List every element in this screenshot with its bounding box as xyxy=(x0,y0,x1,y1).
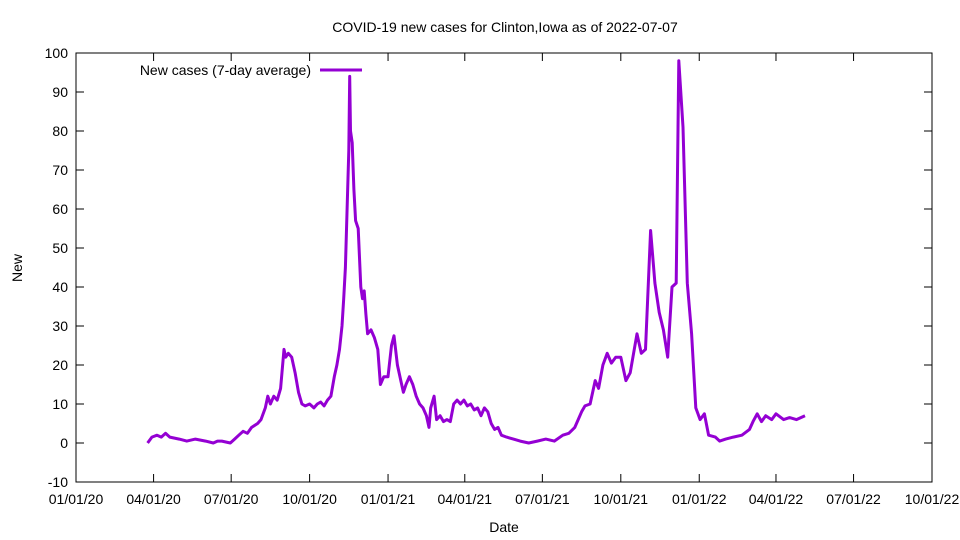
x-tick-label: 10/01/22 xyxy=(905,491,960,507)
legend-label: New cases (7-day average) xyxy=(140,62,311,78)
y-tick-label: 30 xyxy=(52,318,68,334)
y-tick-label: -10 xyxy=(48,474,68,490)
x-tick-label: 04/01/22 xyxy=(749,491,804,507)
x-tick-label: 01/01/21 xyxy=(361,491,416,507)
y-axis-label: New xyxy=(9,253,25,282)
series-line-new-cases xyxy=(146,59,806,445)
y-tick-label: 10 xyxy=(52,396,68,412)
x-tick-label: 04/01/20 xyxy=(126,491,181,507)
y-tick-label: 20 xyxy=(52,357,68,373)
chart-title: COVID-19 new cases for Clinton,Iowa as o… xyxy=(332,19,678,35)
x-tick-label: 04/01/21 xyxy=(438,491,493,507)
legend: New cases (7-day average) xyxy=(140,62,362,78)
x-tick-label: 07/01/21 xyxy=(515,491,570,507)
x-tick-label: 01/01/20 xyxy=(49,491,104,507)
x-tick-label: 10/01/20 xyxy=(282,491,337,507)
x-tick-label: 07/01/20 xyxy=(204,491,259,507)
x-tick-label: 07/01/22 xyxy=(826,491,881,507)
y-tick-label: 0 xyxy=(60,435,68,451)
axis-ticks: -10 0 10 20 30 40 50 60 70 80 90 100 01/01/20 04/01/2… xyxy=(45,45,960,507)
y-tick-label: 100 xyxy=(45,45,69,61)
y-tick-label: 70 xyxy=(52,162,68,178)
plot-frame xyxy=(75,52,933,483)
x-axis-label: Date xyxy=(489,519,519,535)
series-layer xyxy=(146,59,806,445)
x-tick-label: 10/01/21 xyxy=(594,491,649,507)
y-tick-label: 60 xyxy=(52,201,68,217)
y-tick-label: 50 xyxy=(52,240,68,256)
y-tick-label: 90 xyxy=(52,84,68,100)
y-tick-label: 80 xyxy=(52,123,68,139)
x-tick-label: 01/01/22 xyxy=(672,491,727,507)
y-tick-label: 40 xyxy=(52,279,68,295)
